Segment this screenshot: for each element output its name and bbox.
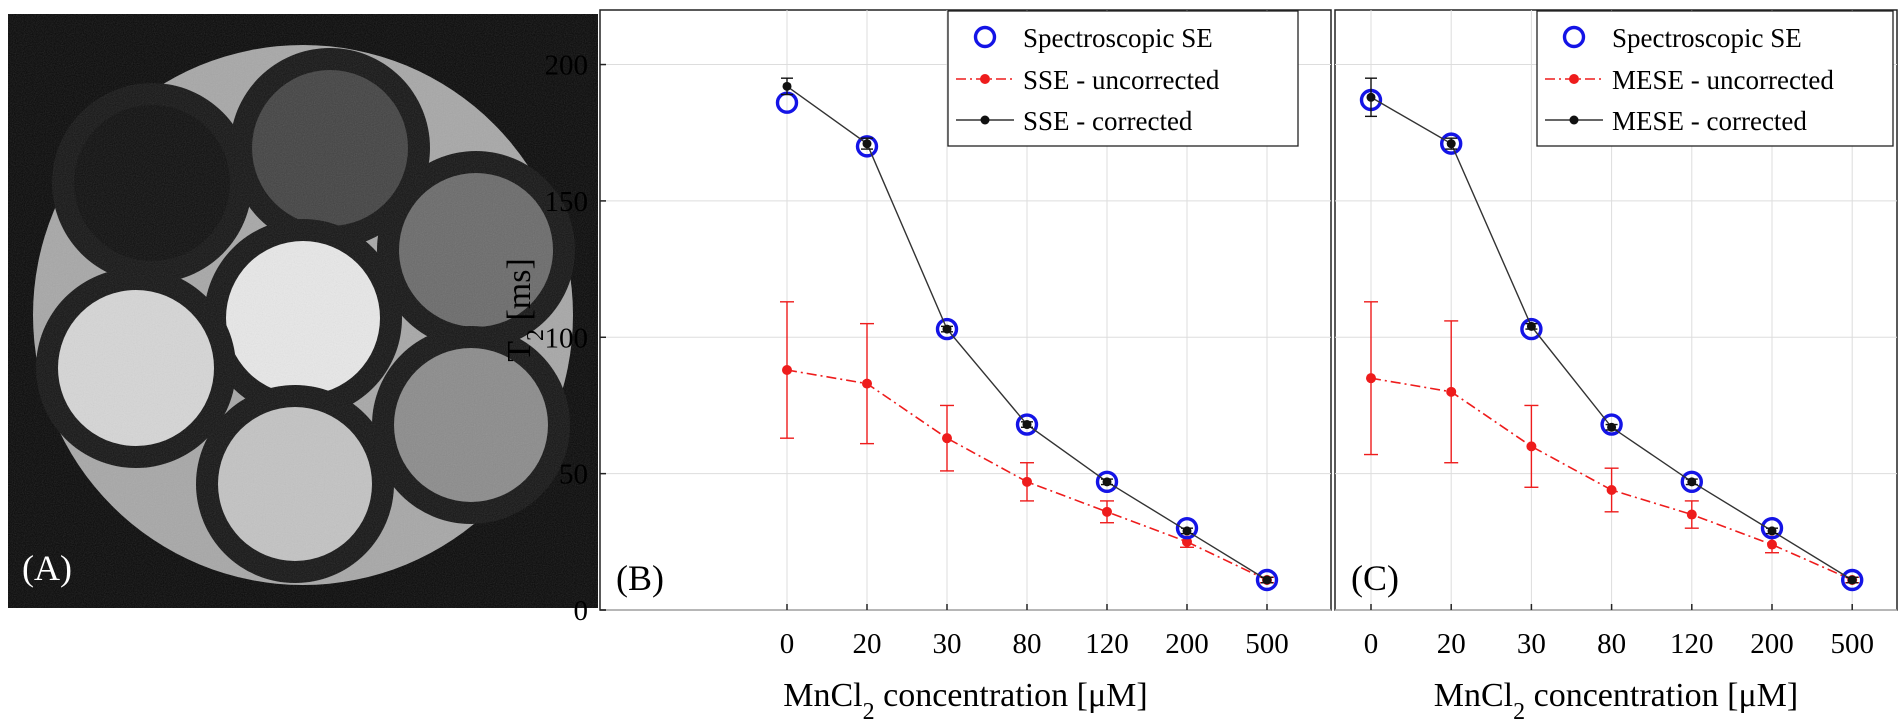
uncorrected-point — [942, 433, 952, 444]
legend-spectroscopic-marker — [973, 25, 997, 49]
legend-spectroscopic-label: Spectroscopic SE — [1612, 23, 1802, 53]
x-axis-label-sub: 2 — [863, 699, 875, 721]
x-tick-label: 80 — [1597, 628, 1626, 660]
panel-a-label: (A) — [22, 548, 72, 588]
x-tick-label: 200 — [1750, 628, 1794, 660]
spectroscopic-point — [1680, 470, 1704, 494]
legend-uncorrected-label: SSE - uncorrected — [1023, 65, 1220, 95]
uncorrected-point — [1526, 441, 1537, 452]
y-tick-label: 0 — [574, 595, 589, 627]
spectroscopic-point — [1520, 317, 1543, 341]
panel-a-image: (A) — [8, 14, 598, 608]
panel-label: (B) — [616, 558, 664, 598]
spectroscopic-point — [1840, 568, 1864, 592]
x-tick-label: 30 — [1517, 628, 1546, 660]
spectroscopic-point — [1095, 470, 1119, 494]
legend-spectroscopic-label: Spectroscopic SE — [1023, 23, 1213, 53]
x-tick-label: 80 — [1013, 628, 1042, 660]
corrected-point — [1182, 526, 1192, 536]
uncorrected-point — [1022, 476, 1032, 487]
corrected-point — [1607, 422, 1617, 432]
spectroscopic-point — [1255, 568, 1279, 592]
panel-label: (C) — [1351, 558, 1399, 598]
x-axis-label-pre: MnCl — [1434, 677, 1513, 714]
x-tick-label: 20 — [1437, 628, 1466, 660]
uncorrected-point — [1182, 536, 1192, 547]
y-tick-label: 150 — [545, 186, 589, 218]
spectroscopic-point — [1600, 413, 1623, 436]
spectroscopic-point — [1015, 413, 1039, 436]
x-axis-label: MnCl2 concentration [μM] — [1434, 677, 1799, 721]
spectroscopic-point — [1760, 516, 1784, 540]
uncorrected-point — [1686, 509, 1697, 520]
legend-corrected-marker — [1569, 115, 1579, 125]
x-axis-label-tail: concentration [μM] — [1525, 677, 1798, 714]
legend-corrected-label: SSE - corrected — [1023, 106, 1193, 136]
x-tick-label: 0 — [780, 628, 795, 660]
uncorrected-point — [1606, 485, 1617, 495]
corrected-point — [1366, 92, 1376, 102]
uncorrected-point — [1366, 373, 1376, 384]
y-axis-label: T2 [ms] — [501, 258, 549, 362]
corrected-point — [1262, 575, 1272, 585]
legend-uncorrected-marker — [980, 74, 990, 84]
x-axis-label: MnCl2 concentration [μM] — [783, 677, 1148, 721]
x-tick-label: 0 — [1364, 628, 1379, 660]
legend-corrected-label: MESE - corrected — [1612, 106, 1807, 136]
legend-spectroscopic-marker — [1562, 25, 1586, 49]
legend-box — [947, 10, 1299, 147]
y-axis-label-main: T — [501, 341, 538, 362]
x-tick-label: 20 — [853, 628, 882, 660]
y-axis-label-sub: 2 — [523, 329, 549, 341]
corrected-point — [1847, 575, 1857, 585]
corrected-point — [1526, 321, 1536, 331]
x-tick-label: 500 — [1245, 628, 1289, 660]
chart-c: 0 20 30 80 120 200 500 MnCl2 concentration [μM]… — [1334, 9, 1898, 721]
uncorrected-point — [862, 378, 872, 389]
legend-uncorrected-label: MESE - uncorrected — [1612, 65, 1834, 95]
y-tick-label: 50 — [559, 459, 588, 491]
x-tick-label: 120 — [1670, 628, 1714, 660]
corrected-point — [1022, 420, 1032, 430]
corrected-point — [942, 324, 952, 334]
x-axis-label-pre: MnCl — [783, 677, 862, 714]
legend-uncorrected-marker — [1569, 74, 1579, 84]
series-uncorrected — [1364, 301, 1860, 585]
legend: Spectroscopic SE MESE - uncorrected MESE -… — [1536, 10, 1894, 147]
x-axis-label-sub: 2 — [1513, 699, 1525, 721]
x-tick-label: 120 — [1085, 628, 1129, 660]
legend-corrected-marker — [980, 115, 990, 125]
uncorrected-point — [782, 365, 792, 375]
series-corrected — [781, 77, 1273, 585]
uncorrected-point — [1102, 506, 1112, 517]
uncorrected-point — [1446, 386, 1457, 397]
spectroscopic-point — [855, 135, 879, 158]
uncorrected-point — [1767, 539, 1777, 550]
legend-box — [1536, 10, 1894, 147]
x-tick-label: 200 — [1165, 628, 1209, 660]
x-axis-label-tail: concentration [μM] — [875, 677, 1148, 714]
spectroscopic-point — [1175, 516, 1199, 540]
series-spectroscopic — [1359, 88, 1864, 592]
spectroscopic-point — [1439, 132, 1463, 155]
y-tick-label: 100 — [545, 322, 589, 354]
y-tick-label: 200 — [545, 50, 589, 82]
x-tick-label: 30 — [933, 628, 962, 660]
y-axis-label-tail: [ms] — [501, 258, 538, 329]
corrected-point — [1767, 526, 1777, 536]
series-uncorrected — [780, 301, 1274, 585]
corrected-point — [1687, 477, 1697, 487]
corrected-point — [782, 81, 792, 91]
legend: Spectroscopic SE SSE - uncorrected SSE - c… — [947, 10, 1299, 147]
corrected-point — [1446, 139, 1456, 149]
x-tick-label: 500 — [1830, 628, 1874, 660]
corrected-point — [862, 139, 872, 149]
spectroscopic-point — [935, 317, 959, 341]
series-corrected — [1365, 77, 1859, 585]
corrected-point — [1102, 477, 1112, 487]
